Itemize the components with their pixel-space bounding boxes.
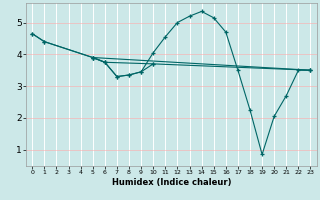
X-axis label: Humidex (Indice chaleur): Humidex (Indice chaleur) xyxy=(112,178,231,187)
